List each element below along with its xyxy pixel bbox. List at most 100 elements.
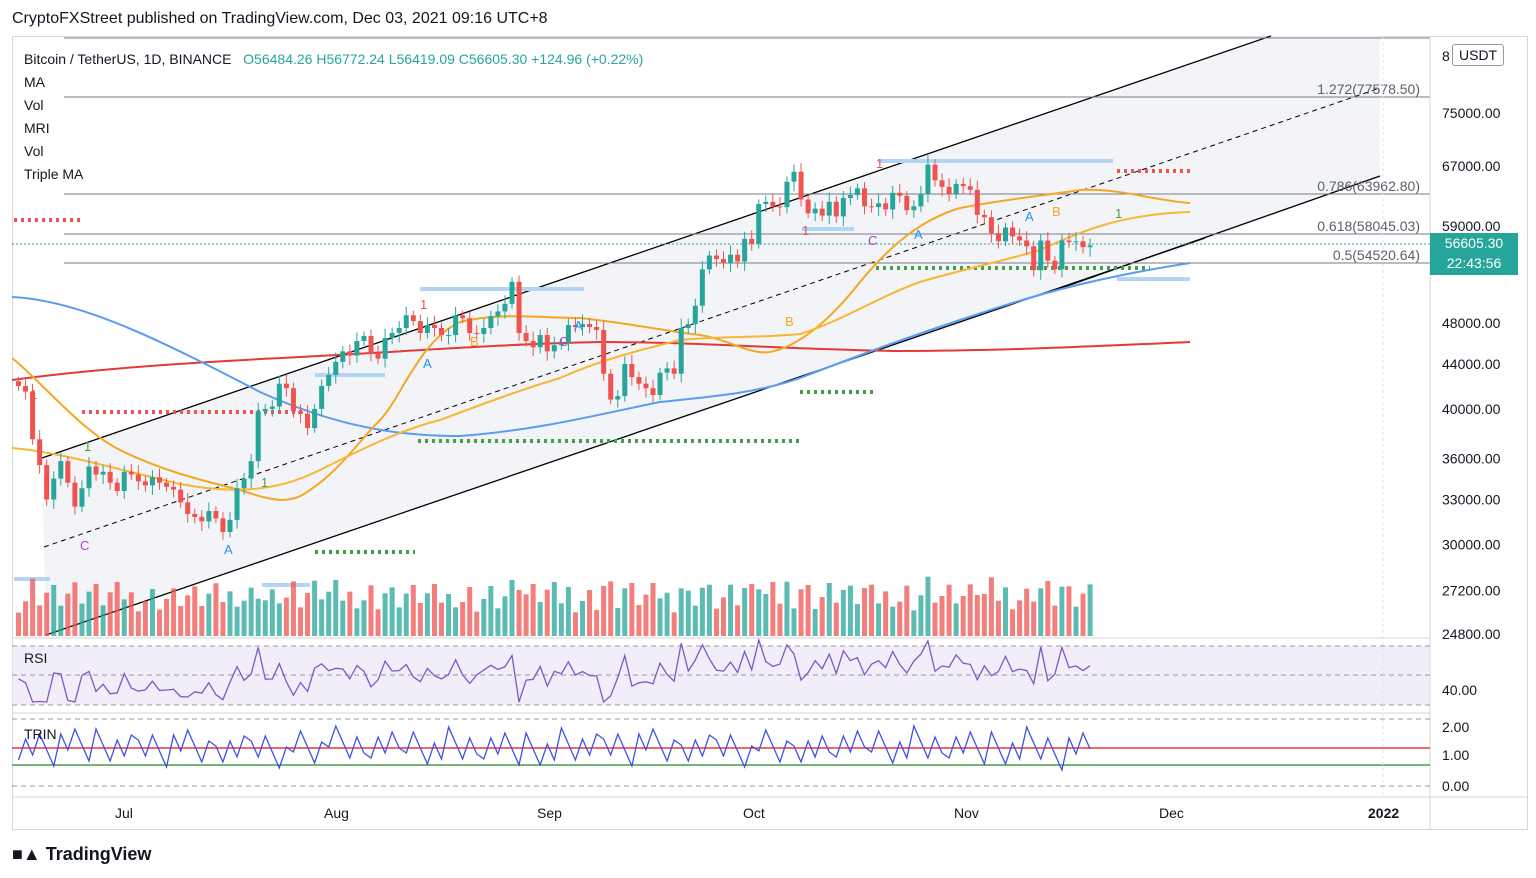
volume-bar <box>1080 593 1086 636</box>
candle <box>375 353 381 359</box>
x-tick-oct: Oct <box>743 805 765 821</box>
volume-bar <box>777 603 783 636</box>
candle <box>925 164 931 194</box>
candle <box>967 186 973 190</box>
td-label-a1: A <box>224 542 233 557</box>
candle <box>601 329 607 374</box>
tv-logo-icon: ■▲ <box>12 844 41 864</box>
candle <box>1080 241 1086 248</box>
legend-indicator-vol-2[interactable]: Vol <box>24 143 44 159</box>
candle <box>643 383 649 389</box>
candle <box>580 324 585 327</box>
currency-button[interactable]: USDT <box>1452 44 1505 66</box>
candle <box>206 511 212 522</box>
candle <box>220 518 226 532</box>
volume-bar <box>30 578 36 636</box>
tradingview-logo[interactable]: ■▲ TradingView <box>12 844 151 865</box>
volume-bar <box>692 605 698 636</box>
candle <box>290 388 296 412</box>
candle <box>587 324 593 327</box>
ma-red <box>11 340 1191 381</box>
trin-label[interactable]: TRIN <box>24 726 57 742</box>
legend-indicator-mri[interactable]: MRI <box>24 120 50 136</box>
td-label-c3: C <box>868 233 877 248</box>
fib-label-0786: 0.786(63962.80) <box>1317 178 1420 194</box>
last-price-value: 56605.30 <box>1444 235 1504 251</box>
volume-bar <box>664 592 670 636</box>
rsi-label[interactable]: RSI <box>24 650 48 666</box>
candle <box>361 335 367 342</box>
volume-bar <box>544 589 550 636</box>
candle <box>1073 241 1079 243</box>
volume-bar <box>185 595 191 636</box>
candle <box>403 315 409 328</box>
candle <box>1052 260 1058 270</box>
volume-bar <box>629 583 635 636</box>
volume-bar <box>114 582 120 636</box>
td-label-2: 1 <box>420 297 427 312</box>
volume-bar <box>840 590 846 636</box>
volume-bar <box>1010 609 1016 636</box>
td-label-a3: A <box>574 318 583 333</box>
volume-bar <box>833 602 839 636</box>
bar-countdown: 22:43:56 <box>1446 255 1502 271</box>
candle <box>248 461 254 479</box>
channel-fill <box>42 36 1380 635</box>
candle <box>622 364 628 397</box>
volume-bar <box>706 584 712 636</box>
candle <box>558 343 564 346</box>
candle <box>474 332 480 334</box>
candle <box>735 254 741 262</box>
volume-bar <box>558 603 564 636</box>
volume-bar <box>37 605 43 636</box>
legend-symbol[interactable]: Bitcoin / TetherUS, 1D, BINANCE <box>24 51 232 67</box>
volume-bar <box>16 612 21 636</box>
candle <box>784 181 790 208</box>
volume-bar <box>424 593 430 636</box>
volume-bar <box>516 590 522 636</box>
volume-bar <box>460 602 466 636</box>
candle <box>770 201 776 207</box>
candle <box>326 374 332 386</box>
volume-bar <box>1017 600 1023 636</box>
volume-bar <box>396 607 402 636</box>
volume-bar <box>995 600 1001 636</box>
legend-indicator-ma[interactable]: MA <box>24 74 45 90</box>
volume-bar <box>847 585 853 636</box>
volume-bar <box>305 593 311 636</box>
volume-bar <box>636 605 642 636</box>
candle <box>1031 246 1037 271</box>
volume-bar <box>854 604 860 636</box>
volume-bar <box>157 609 162 636</box>
candle <box>185 502 191 514</box>
volume-bar <box>713 608 719 636</box>
volume-bar <box>826 583 832 636</box>
y-tick-label: 27200.00 <box>1442 583 1501 599</box>
chart-frame <box>12 36 1528 830</box>
y-tick-label: 33000.00 <box>1442 491 1501 507</box>
volume-bar <box>171 588 177 636</box>
candle <box>565 325 571 344</box>
candle <box>114 482 120 492</box>
legend-indicator-triple-ma[interactable]: Triple MA <box>24 166 84 182</box>
volume-bar <box>44 592 50 636</box>
volume-bar <box>86 591 92 636</box>
footer-brand: TradingView <box>45 844 152 864</box>
volume-bar <box>1073 606 1079 636</box>
volume-bar <box>530 584 536 636</box>
volume-bar <box>248 587 254 636</box>
y-tick-label: 67000.00 <box>1442 158 1501 174</box>
volume-bar <box>135 611 141 636</box>
volume-bar <box>340 600 346 636</box>
candle <box>862 188 867 207</box>
candle <box>37 439 43 466</box>
legend-indicator-vol[interactable]: Vol <box>24 97 44 113</box>
candle <box>777 206 783 208</box>
candle <box>30 391 36 440</box>
candle <box>918 193 924 207</box>
volume-bar <box>749 584 755 636</box>
rsi-line <box>18 637 1091 704</box>
candle <box>650 388 656 395</box>
td-label-b2: B <box>785 314 794 329</box>
